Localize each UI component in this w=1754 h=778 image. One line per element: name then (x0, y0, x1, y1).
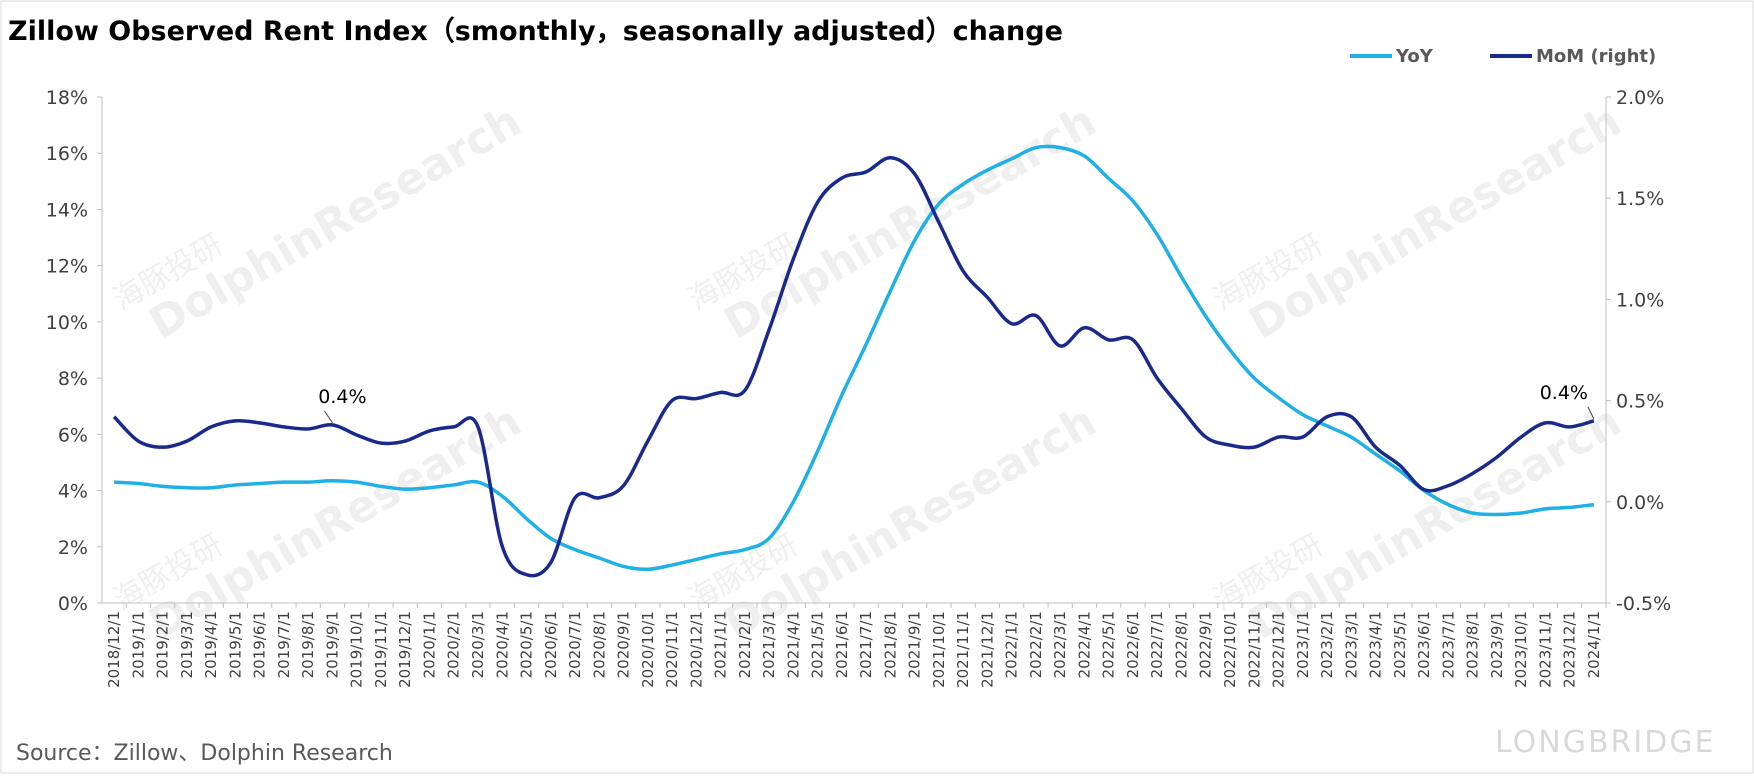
chart-title: Zillow Observed Rent Index（smonthly，seas… (8, 16, 1063, 47)
x-tick-label: 2022/11/1 (1245, 611, 1263, 688)
x-tick-label: 2023/7/1 (1439, 611, 1457, 678)
x-tick-label: 2019/10/1 (348, 611, 366, 688)
x-tick-label: 2019/2/1 (154, 611, 172, 678)
label-leader (1587, 406, 1595, 420)
x-tick-label: 2023/5/1 (1391, 611, 1409, 678)
y-tick-label: 8% (58, 368, 88, 390)
x-tick-label: 2021/4/1 (784, 611, 802, 678)
x-tick-label: 2022/10/1 (1221, 611, 1239, 688)
label-leader (324, 410, 333, 424)
x-tick-label: 2022/12/1 (1270, 611, 1288, 688)
x-tick-label: 2020/9/1 (615, 611, 633, 678)
y-tick-label: 4% (58, 481, 88, 503)
x-tick-label: 2023/8/1 (1464, 611, 1482, 678)
x-tick-label: 2022/8/1 (1172, 611, 1190, 678)
x-tick-label: 2022/3/1 (1051, 611, 1069, 678)
source: Source：Zillow、Dolphin Research (16, 741, 393, 766)
x-tick-label: 2019/8/1 (299, 611, 317, 678)
y-tick-label: 6% (58, 424, 88, 446)
x-tick-label: 2021/5/1 (809, 611, 827, 678)
y2-tick-label: 0.0% (1616, 492, 1664, 514)
line-series (112, 155, 1595, 578)
x-tick-label: 2021/1/1 (712, 611, 730, 678)
x-tick-label: 2019/5/1 (226, 611, 244, 678)
x-tick-label: 2020/7/1 (566, 611, 584, 678)
y-tick-label: 18% (46, 87, 88, 109)
x-tick-label: 2022/6/1 (1124, 611, 1142, 678)
data-label: 0.4% (1540, 382, 1588, 404)
x-tick-label: 2019/11/1 (372, 611, 390, 688)
x-tick-label: 2024/1/1 (1585, 611, 1603, 678)
x-tick-label: 2023/11/1 (1536, 611, 1554, 688)
x-tick-label: 2020/10/1 (639, 611, 657, 688)
x-tick-label: 2023/12/1 (1561, 611, 1579, 688)
x-tick-label: 2022/9/1 (1197, 611, 1215, 678)
x-tick-label: 2020/4/1 (493, 611, 511, 678)
x-tick-label: 2021/8/1 (881, 611, 899, 678)
x-tick-label: 2019/12/1 (396, 611, 414, 688)
x-tick-label: 2022/7/1 (1148, 611, 1166, 678)
x-tick-label: 2023/3/1 (1342, 611, 1360, 678)
line-series (114, 144, 1595, 572)
watermark: LONGBRIDGE (1495, 725, 1716, 760)
x-tick-label: 2021/7/1 (857, 611, 875, 678)
x-tick-label: 2020/12/1 (687, 611, 705, 688)
x-tick-label: 2019/3/1 (178, 611, 196, 678)
y-tick-label: 16% (46, 143, 88, 165)
y-tick-label: 2% (58, 537, 88, 559)
x-tick-label: 2023/1/1 (1294, 611, 1312, 678)
x-tick-label: 2019/1/1 (129, 611, 147, 678)
x-tick-label: 2023/6/1 (1415, 611, 1433, 678)
x-tick-label: 2020/2/1 (445, 611, 463, 678)
x-tick-label: 2021/6/1 (833, 611, 851, 678)
x-tick-label: 2020/6/1 (542, 611, 560, 678)
x-tick-label: 2022/1/1 (1003, 611, 1021, 678)
x-tick-label: 2023/2/1 (1318, 611, 1336, 678)
y-tick-label: 10% (46, 312, 88, 334)
x-tick-label: 2023/9/1 (1488, 611, 1506, 678)
x-tick-label: 2021/3/1 (760, 611, 778, 678)
legend-label: YoY (1395, 46, 1434, 67)
x-tick-label: 2021/11/1 (954, 611, 972, 688)
x-tick-label: 2022/2/1 (1027, 611, 1045, 678)
legend-label: MoM (right) (1536, 46, 1656, 67)
y2-tick-label: 0.5% (1616, 391, 1664, 413)
x-tick-label: 2021/10/1 (930, 611, 948, 688)
x-tick-label: 2020/3/1 (469, 611, 487, 678)
y-tick-label: 12% (46, 256, 88, 278)
y-tick-label: 0% (58, 593, 88, 615)
x-tick-label: 2023/10/1 (1512, 611, 1530, 688)
x-tick-label: 2020/11/1 (663, 611, 681, 688)
y2-tick-label: 2.0% (1616, 87, 1664, 109)
x-tick-label: 2021/9/1 (906, 611, 924, 678)
data-label: 0.4% (318, 386, 366, 408)
x-tick-label: 2020/1/1 (420, 611, 438, 678)
y2-tick-label: -0.5% (1616, 593, 1671, 615)
x-tick-label: 2023/4/1 (1367, 611, 1385, 678)
x-tick-label: 2019/6/1 (251, 611, 269, 678)
x-tick-label: 2018/12/1 (105, 611, 123, 688)
x-tick-label: 2021/12/1 (978, 611, 996, 688)
x-tick-label: 2019/9/1 (323, 611, 341, 678)
y2-tick-label: 1.0% (1616, 289, 1664, 311)
x-tick-label: 2020/5/1 (518, 611, 536, 678)
x-tick-label: 2022/5/1 (1100, 611, 1118, 678)
x-tick-label: 2020/8/1 (590, 611, 608, 678)
x-tick-label: 2021/2/1 (736, 611, 754, 678)
x-tick-label: 2019/4/1 (202, 611, 220, 678)
y2-tick-label: 1.5% (1616, 188, 1664, 210)
y-tick-label: 14% (46, 199, 88, 221)
x-tick-label: 2019/7/1 (275, 611, 293, 678)
x-tick-label: 2022/4/1 (1075, 611, 1093, 678)
